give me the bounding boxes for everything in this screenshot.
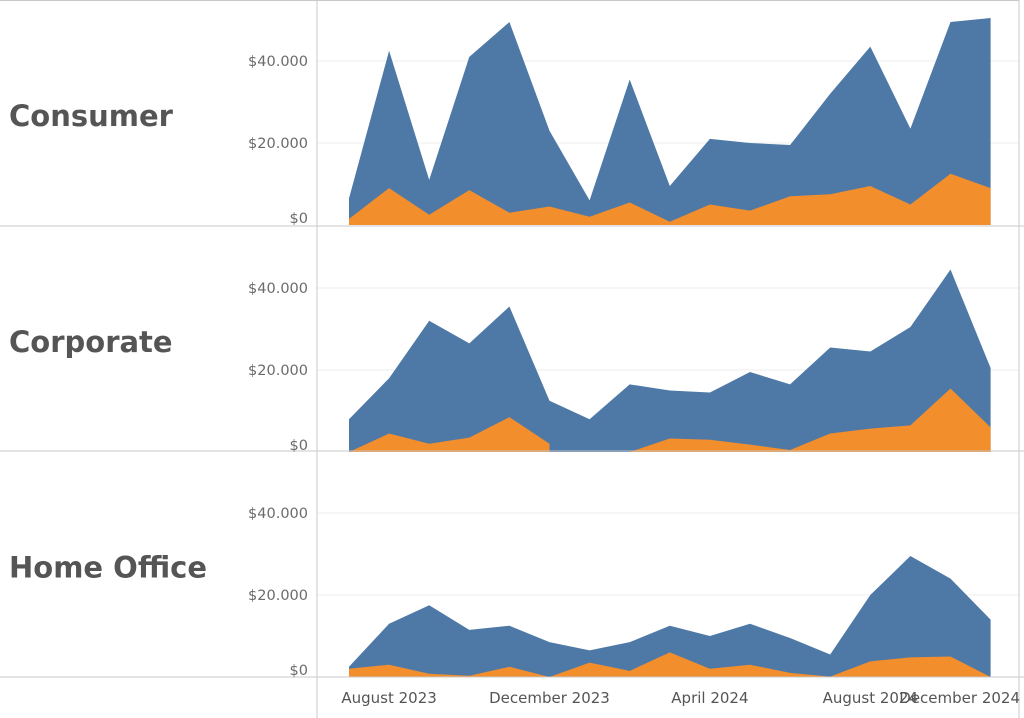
y-tick-label: $40.000 bbox=[248, 54, 308, 70]
series-area-orange bbox=[349, 652, 991, 677]
x-tick-label: August 2023 bbox=[341, 689, 436, 707]
series-area-orange bbox=[629, 388, 991, 452]
panel-label: Corporate bbox=[9, 325, 173, 359]
y-tick-label: $40.000 bbox=[248, 281, 308, 297]
series-area-blue bbox=[349, 269, 991, 452]
y-tick-label: $20.000 bbox=[248, 136, 308, 152]
x-tick-label: April 2024 bbox=[671, 689, 748, 707]
y-tick-label: $20.000 bbox=[248, 363, 308, 379]
x-tick-label: December 2024 bbox=[899, 689, 1020, 707]
y-tick-label: $40.000 bbox=[248, 506, 308, 522]
y-tick-label: $0 bbox=[290, 663, 308, 679]
series-area-orange bbox=[349, 417, 550, 452]
label-layer: $0 $20.000 $40.000 Consumer $0 $20.000 $40.000… bbox=[9, 54, 1020, 707]
y-tick-label: $0 bbox=[290, 211, 308, 227]
series-area-blue bbox=[349, 17, 991, 226]
series-area-orange bbox=[349, 173, 991, 225]
x-tick-label: August 2024 bbox=[823, 689, 918, 707]
panel-label: Home Office bbox=[9, 551, 207, 585]
series-area-blue bbox=[349, 556, 991, 677]
area-layer bbox=[349, 17, 991, 677]
y-tick-label: $0 bbox=[290, 438, 308, 454]
y-tick-label: $20.000 bbox=[248, 588, 308, 604]
panel-label: Consumer bbox=[9, 99, 174, 133]
x-tick-label: December 2023 bbox=[489, 689, 610, 707]
